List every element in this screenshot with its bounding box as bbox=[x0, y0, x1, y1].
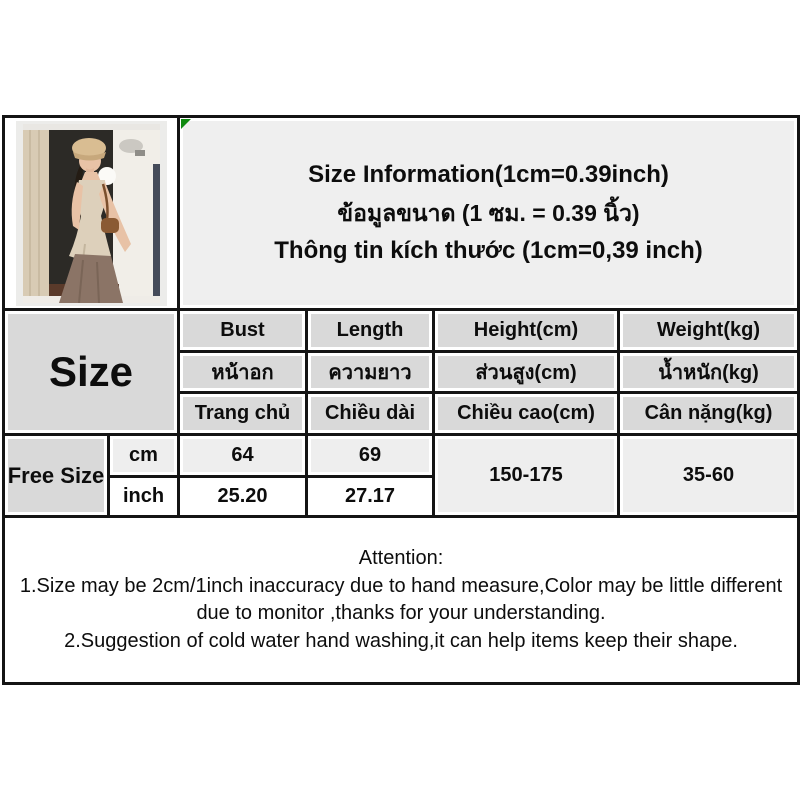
model-photo-illustration bbox=[22, 124, 160, 303]
header-length-en: Length bbox=[305, 308, 435, 353]
attention-heading: Attention: bbox=[358, 547, 444, 569]
size-header-cell: Size bbox=[2, 308, 180, 436]
header-bust-vi: Trang chủ bbox=[177, 391, 308, 436]
attention-row: Attention: 1.Size may be 2cm/1inch inacc… bbox=[1, 515, 800, 685]
height-range-value: 150-175 bbox=[432, 433, 620, 518]
title-vietnamese: Thông tin kích thước (1cm=0,39 inch) bbox=[274, 237, 703, 264]
header-weight-vi: Cân nặng(kg) bbox=[616, 391, 800, 436]
product-photo bbox=[15, 121, 167, 306]
size-chart-box: Size Information(1cm=0.39inch) ข้อมูลขนา… bbox=[1, 115, 800, 685]
title-row: Size Information(1cm=0.39inch) ข้อมูลขนา… bbox=[2, 115, 800, 311]
bust-inch-value: 25.20 bbox=[177, 475, 308, 518]
attention-note-1: 1.Size may be 2cm/1inch inaccuracy due t… bbox=[19, 574, 783, 625]
header-row-english: Size Bust Length Height(cm) Weight(kg) bbox=[2, 308, 800, 436]
header-length-th: ความยาว bbox=[305, 350, 435, 394]
header-bust-th: หน้าอก bbox=[177, 350, 308, 394]
header-row-vietnamese: Trang chủ Chiều dài Chiều cao(cm) Cân nặ… bbox=[4, 391, 800, 436]
header-length-vi: Chiều dài bbox=[305, 391, 435, 436]
data-row-inch: inch 25.20 27.17 bbox=[4, 475, 799, 518]
title-english: Size Information(1cm=0.39inch) bbox=[308, 161, 669, 188]
product-photo-cell bbox=[2, 115, 180, 311]
header-row-thai: หน้าอก ความยาว ส่วนสูง(cm) น้ำหนัก(kg) bbox=[4, 350, 800, 394]
header-weight-th: น้ำหนัก(kg) bbox=[616, 350, 800, 394]
title-thai: ข้อมูลขนาด (1 ซม. = 0.39 นิ้ว) bbox=[337, 200, 640, 226]
bust-cm-value: 64 bbox=[177, 433, 308, 478]
green-corner-marker-icon bbox=[181, 119, 191, 129]
unit-inch-cell: inch bbox=[107, 475, 180, 518]
header-weight-en: Weight(kg) bbox=[616, 308, 800, 353]
size-table: Size Information(1cm=0.39inch) ข้อมูลขนา… bbox=[1, 115, 800, 685]
attention-cell: Attention: 1.Size may be 2cm/1inch inacc… bbox=[1, 515, 800, 685]
header-height-vi: Chiều cao(cm) bbox=[432, 391, 620, 436]
title-cell: Size Information(1cm=0.39inch) ข้อมูลขนา… bbox=[176, 115, 800, 311]
data-row-cm: Free Size cm 64 69 150-175 35-60 bbox=[2, 433, 800, 518]
free-size-label-cell: Free Size bbox=[2, 433, 110, 518]
length-cm-value: 69 bbox=[305, 433, 435, 478]
attention-note-2: 2.Suggestion of cold water hand washing,… bbox=[64, 629, 738, 652]
header-bust-en: Bust bbox=[177, 308, 308, 353]
length-inch-value: 27.17 bbox=[305, 475, 435, 518]
header-height-th: ส่วนสูง(cm) bbox=[432, 350, 620, 394]
unit-cm-cell: cm bbox=[107, 433, 180, 478]
weight-range-value: 35-60 bbox=[616, 433, 800, 518]
header-height-en: Height(cm) bbox=[432, 308, 620, 353]
